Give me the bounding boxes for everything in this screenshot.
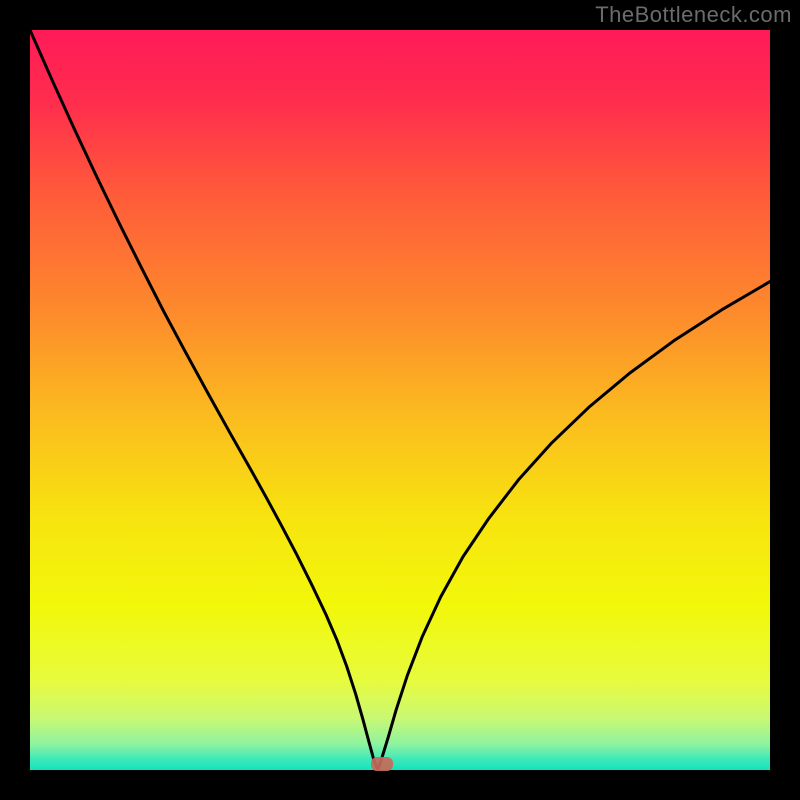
dip-marker [371,757,393,771]
chart-frame: TheBottleneck.com [0,0,800,800]
watermark-text: TheBottleneck.com [595,2,792,28]
gradient-background [30,30,770,770]
